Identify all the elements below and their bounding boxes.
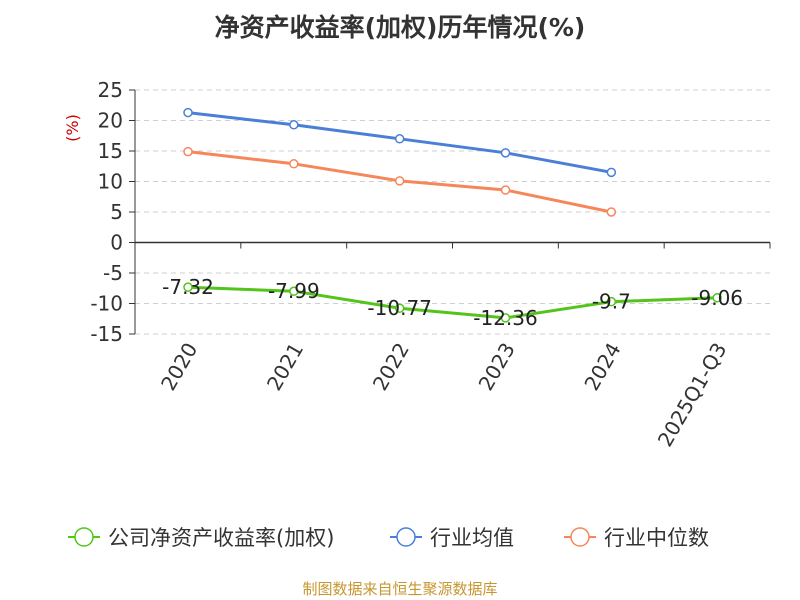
x-tick-label: 2023	[474, 339, 520, 395]
data-label: -7.32	[162, 275, 214, 299]
legend-item-2[interactable]: 行业中位数	[564, 526, 709, 550]
y-axis-unit-label: (%)	[63, 114, 82, 142]
series-point-2[interactable]	[606, 207, 617, 217]
series-point-1[interactable]	[606, 167, 617, 178]
x-tick-label: 2021	[262, 339, 308, 395]
data-label: -10.77	[367, 296, 431, 320]
series-point-1[interactable]	[289, 120, 299, 130]
legend-label: 行业均值	[430, 526, 514, 550]
series-point-2[interactable]	[500, 185, 511, 195]
legend-marker	[570, 527, 590, 547]
series-point-0[interactable]	[500, 313, 511, 323]
x-tick-label: 2024	[579, 339, 625, 395]
series-point-0[interactable]	[289, 286, 299, 296]
series-point-1[interactable]	[500, 148, 511, 158]
series-point-1[interactable]	[183, 107, 193, 118]
series-point-1[interactable]	[394, 134, 405, 144]
axes: 25 20 15 10 5 0 -5 -10 -15 (%) 2020 2021 2022 2023 202…	[63, 78, 771, 451]
y-tick-label: -15	[90, 322, 123, 346]
legend-label: 公司净资产收益率(加权)	[108, 526, 334, 550]
x-tick-label: 2020	[156, 339, 202, 395]
chart-title: 净资产收益率(加权)历年情况(%)	[214, 13, 586, 42]
data-label: -9.06	[691, 286, 743, 310]
y-tick-label: -10	[90, 292, 123, 316]
grid-lines	[135, 89, 770, 335]
source-note: 制图数据来自恒生聚源数据库	[302, 580, 498, 598]
series-point-2[interactable]	[183, 146, 193, 157]
data-label: -12.36	[473, 306, 537, 330]
legend-marker	[74, 527, 94, 547]
legend-marker	[396, 527, 416, 547]
legend[interactable]: 公司净资产收益率(加权) 行业均值 行业中位数	[68, 526, 709, 550]
data-label: -7.99	[268, 279, 320, 303]
series-point-2[interactable]	[289, 159, 299, 169]
legend-item-0[interactable]: 公司净资产收益率(加权)	[68, 526, 334, 550]
series-point-0[interactable]	[606, 296, 617, 307]
series-line-0	[187, 285, 718, 320]
y-tick-label: 5	[110, 200, 123, 224]
series-point-0[interactable]	[183, 282, 193, 292]
x-tick-label: 2025Q1-Q3	[653, 339, 732, 451]
series-point-2[interactable]	[394, 176, 405, 186]
series-point-0[interactable]	[394, 303, 405, 313]
y-tick-label: 20	[98, 109, 123, 133]
y-tick-label: -5	[103, 261, 123, 285]
x-tick-label: 2022	[368, 339, 414, 395]
y-tick-label: 0	[110, 231, 123, 255]
legend-label: 行业中位数	[604, 526, 709, 550]
y-tick-label: 15	[98, 139, 123, 163]
data-labels: -7.32 -7.99 -10.77 -12.36 -9.7 -9.06	[162, 275, 743, 330]
series-point-0[interactable]	[712, 293, 722, 303]
legend-item-1[interactable]: 行业均值	[390, 526, 514, 550]
series-lines	[183, 107, 722, 323]
y-tick-label: 10	[98, 170, 123, 194]
y-tick-label: 25	[98, 78, 123, 102]
data-label: -9.7	[592, 290, 631, 314]
